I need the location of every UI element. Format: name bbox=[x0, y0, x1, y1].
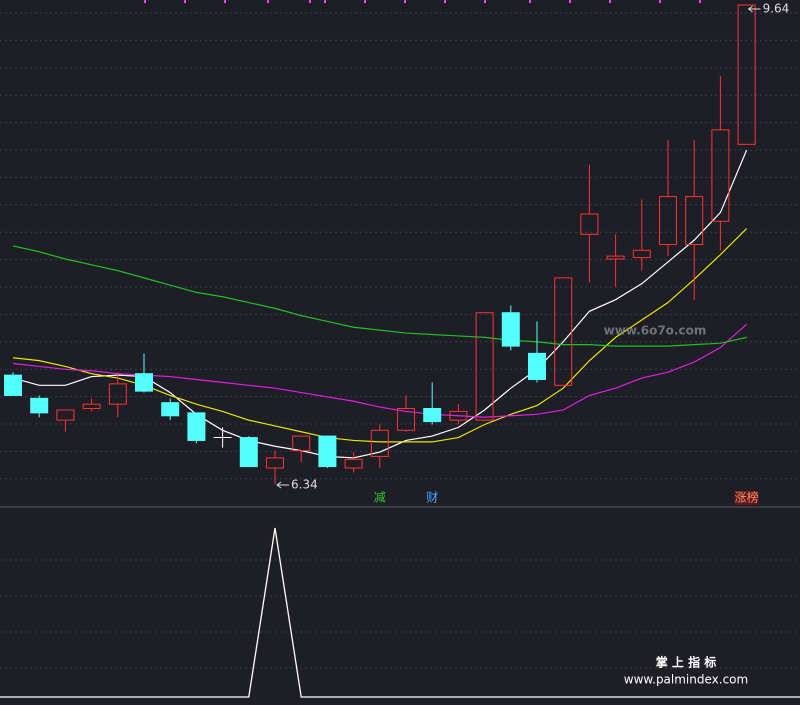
candle-body bbox=[108, 383, 127, 405]
watermark: www.palmindex.com bbox=[624, 673, 748, 687]
candle-body bbox=[449, 410, 468, 421]
candle-body bbox=[475, 312, 494, 421]
candle-body bbox=[344, 458, 363, 469]
candle-body bbox=[711, 129, 730, 222]
candle-body bbox=[659, 196, 677, 246]
annotation: 9.64 bbox=[763, 2, 790, 16]
candle-body bbox=[580, 213, 599, 235]
candle-body bbox=[4, 374, 22, 396]
candle-body bbox=[82, 403, 101, 410]
candle-body bbox=[632, 249, 651, 259]
candle-body bbox=[187, 412, 206, 441]
candle-body bbox=[318, 435, 337, 468]
candle-body bbox=[606, 255, 625, 260]
candle-body bbox=[56, 409, 75, 421]
candle-body bbox=[239, 437, 258, 468]
candle-body bbox=[161, 402, 180, 417]
signal-bg bbox=[734, 491, 759, 505]
candle-body bbox=[370, 429, 389, 457]
annotation: 6.34 bbox=[291, 478, 318, 492]
grid bbox=[0, 0, 800, 669]
candle-body bbox=[554, 277, 573, 386]
candle-body bbox=[397, 408, 415, 431]
candle-body bbox=[685, 196, 704, 246]
candle-body bbox=[135, 373, 153, 392]
candle-body bbox=[292, 435, 311, 452]
ma-line bbox=[12, 245, 747, 347]
signal-label: 减 bbox=[374, 491, 386, 505]
annotation-arrow bbox=[276, 481, 289, 489]
candle-body bbox=[528, 352, 546, 380]
candle-body bbox=[423, 408, 442, 423]
candle-body bbox=[737, 4, 756, 145]
candle-body bbox=[30, 397, 49, 414]
watermark: www.6o7o.com bbox=[604, 324, 707, 338]
watermark: 掌 上 指 标 bbox=[656, 655, 717, 670]
candle-body bbox=[266, 457, 284, 469]
signal-label: 涨榜 bbox=[735, 490, 759, 505]
candle-body bbox=[501, 312, 520, 347]
signal-label: 财 bbox=[426, 491, 438, 505]
annotation-arrow bbox=[747, 5, 761, 13]
indicator-line bbox=[0, 527, 800, 698]
